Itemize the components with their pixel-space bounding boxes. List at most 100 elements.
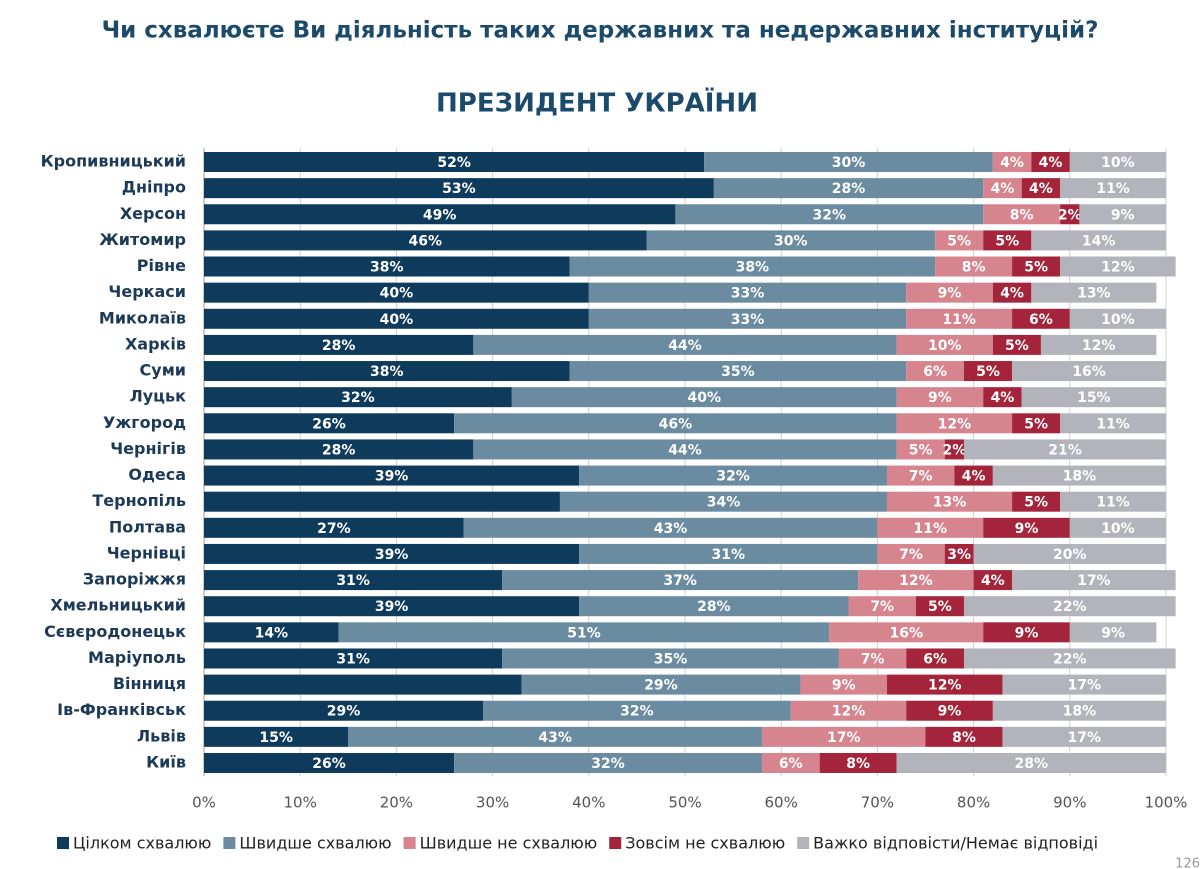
bar-segment xyxy=(896,439,945,460)
bar-segment xyxy=(983,517,1070,538)
value-label: 9% xyxy=(938,286,962,302)
bar-segment xyxy=(983,204,1061,225)
value-label: 5% xyxy=(947,233,971,249)
value-label: 9% xyxy=(1015,625,1039,641)
value-label: 5% xyxy=(1005,338,1029,354)
bar-segment xyxy=(454,413,897,434)
value-label: 10% xyxy=(1101,155,1135,171)
value-label: 5% xyxy=(1024,260,1048,276)
value-label: 17% xyxy=(827,730,861,746)
bar-segment xyxy=(204,752,455,773)
value-label: 44% xyxy=(668,338,702,354)
legend-swatch xyxy=(223,837,236,849)
value-label: 31% xyxy=(336,573,370,589)
bar-segment xyxy=(204,256,570,277)
value-label: 7% xyxy=(870,599,894,615)
bar-segment xyxy=(1060,256,1176,277)
x-tick-label: 20% xyxy=(380,794,413,812)
legend-item: Зовсім не схвалюю xyxy=(609,834,785,853)
value-label: 39% xyxy=(375,599,409,615)
value-label: 40% xyxy=(380,286,414,302)
value-label: 26% xyxy=(312,756,346,772)
bar-segment xyxy=(992,282,1032,303)
bar-segment xyxy=(511,387,897,408)
bar-segment xyxy=(204,622,339,643)
bar-segment xyxy=(819,752,897,773)
value-label: 9% xyxy=(938,704,962,720)
bar-segment xyxy=(906,648,964,669)
bar-segment xyxy=(963,596,1176,617)
bar-segment xyxy=(1012,413,1061,434)
bar-segment xyxy=(704,152,993,172)
x-tick-label: 100% xyxy=(1145,794,1188,812)
y-tick-label: Дніпро xyxy=(122,178,186,197)
value-label: 18% xyxy=(1063,469,1097,485)
bar-segment xyxy=(463,517,878,538)
y-tick-label: Хмельницький xyxy=(50,596,186,615)
value-label: 4% xyxy=(1039,155,1063,171)
bar-segment xyxy=(887,465,955,486)
bar-segment xyxy=(790,700,907,721)
value-label: 8% xyxy=(962,260,986,276)
value-label: 17% xyxy=(1067,678,1101,694)
legend-label: Швидше не схвалюю xyxy=(420,834,598,853)
legend-swatch xyxy=(403,837,416,849)
bar-segment xyxy=(579,596,849,617)
legend-item: Швидше не схвалюю xyxy=(403,834,598,853)
value-label: 4% xyxy=(962,469,986,485)
bar-segment xyxy=(1012,570,1176,591)
bar-segment xyxy=(1069,308,1166,329)
page-number: 126 xyxy=(1175,857,1200,869)
y-tick-label: Миколаїв xyxy=(99,308,186,327)
value-label: 4% xyxy=(1000,286,1024,302)
value-label: 16% xyxy=(890,625,924,641)
y-tick-label: Чернівці xyxy=(107,543,186,562)
y-tick-label: Харків xyxy=(125,334,186,353)
value-label: 49% xyxy=(423,207,457,223)
value-label: 18% xyxy=(1063,704,1097,720)
y-tick-label: Рівне xyxy=(137,256,186,275)
value-label: 30% xyxy=(832,155,866,171)
bar-segment xyxy=(502,648,839,669)
bar-segment xyxy=(906,700,993,721)
value-label: 4% xyxy=(991,181,1015,197)
value-label: 5% xyxy=(909,442,933,458)
value-label: 11% xyxy=(942,312,976,328)
chart-subtitle: ПРЕЗИДЕНТ УКРАЇНИ xyxy=(436,87,758,119)
bar-segment xyxy=(204,491,560,512)
bar-segment xyxy=(877,517,984,538)
value-label: 10% xyxy=(1101,312,1135,328)
bar-segment xyxy=(829,622,984,643)
bar-segment xyxy=(1012,361,1166,382)
bar-segment xyxy=(906,282,993,303)
value-label: 28% xyxy=(322,442,356,458)
value-label: 8% xyxy=(952,730,976,746)
value-label: 9% xyxy=(832,678,856,694)
value-label: 4% xyxy=(981,573,1005,589)
y-tick-label: Житомир xyxy=(99,230,186,249)
value-label: 5% xyxy=(1024,495,1048,511)
value-label: 12% xyxy=(1101,260,1135,276)
bar-segment xyxy=(992,465,1166,486)
bar-segment xyxy=(579,465,888,486)
value-label: 28% xyxy=(322,338,356,354)
value-label: 8% xyxy=(1010,207,1034,223)
bar-segment xyxy=(204,439,474,460)
value-label: 31% xyxy=(712,547,746,563)
y-tick-label: Луцьк xyxy=(129,387,186,406)
value-label: 11% xyxy=(1096,416,1130,432)
bar-segment xyxy=(944,439,964,460)
bar-segment xyxy=(1069,622,1157,643)
y-tick-label: Київ xyxy=(146,752,186,771)
bar-segment xyxy=(983,622,1070,643)
value-label: 37% xyxy=(663,573,697,589)
x-tick-label: 40% xyxy=(572,794,605,812)
bar-segment xyxy=(204,308,589,329)
bar-segment xyxy=(1060,413,1166,434)
bar-segment xyxy=(1069,517,1166,538)
bar-segment xyxy=(204,570,503,591)
value-label: 38% xyxy=(370,260,404,276)
bar-segment xyxy=(992,700,1166,721)
bar-segment xyxy=(848,596,916,617)
